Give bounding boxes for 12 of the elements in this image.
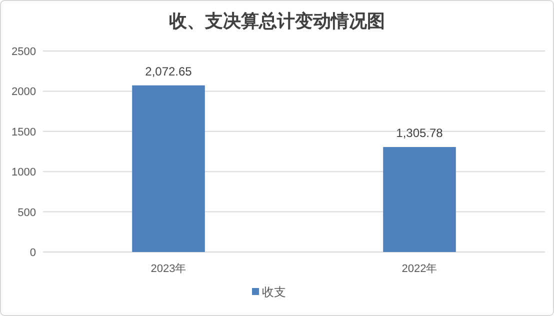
y-tick-label: 2000 — [12, 86, 36, 98]
data-label: 1,305.78 — [396, 126, 444, 140]
legend-label: 收支 — [262, 285, 286, 299]
y-tick-label: 500 — [18, 206, 36, 219]
y-tick-label: 2500 — [12, 46, 36, 58]
y-tick-label: 0 — [30, 247, 36, 259]
x-tick-label: 2023年 — [150, 263, 186, 275]
chart-title: 收、支决算总计变动情况图 — [169, 11, 385, 31]
y-tick-label: 1500 — [12, 126, 36, 138]
x-tick-label: 2022年 — [402, 263, 438, 275]
data-label: 2,072.65 — [145, 64, 192, 78]
y-tick-label: 1000 — [12, 166, 36, 179]
